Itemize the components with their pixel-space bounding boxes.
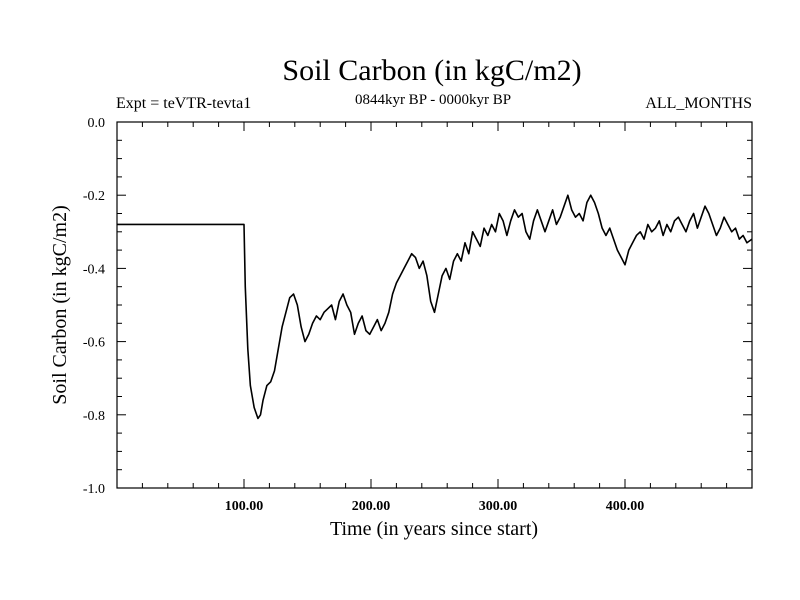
soil-carbon-series-line [117, 194, 753, 420]
x-tick-label: 400.00 [606, 499, 645, 514]
y-tick-label: -1.0 [83, 482, 105, 497]
y-tick-label: -0.4 [83, 262, 105, 277]
months-label: ALL_MONTHS [645, 95, 752, 112]
y-axis-tick-labels: 0.0 -0.2 -0.4 -0.6 -0.8 -1.0 [83, 116, 105, 497]
y-axis-label: Soil Carbon (in kgC/m2) [49, 205, 71, 404]
experiment-label: Expt = teVTR-tevta1 [116, 95, 251, 112]
time-range-label: 0844kyr BP - 0000kyr BP [355, 92, 511, 108]
y-tick-label: -0.2 [83, 189, 105, 204]
x-axis-ticks [141, 122, 728, 488]
x-axis-label: Time (in years since start) [330, 518, 538, 540]
y-tick-label: 0.0 [88, 116, 106, 131]
plot-area-frame [116, 121, 753, 489]
x-tick-label: 300.00 [479, 499, 518, 514]
x-tick-label: 100.00 [225, 499, 264, 514]
y-tick-label: -0.6 [83, 336, 105, 351]
chart-title: Soil Carbon (in kgC/m2) [282, 54, 581, 87]
x-axis-tick-labels: 100.00 200.00 300.00 400.00 [225, 499, 645, 514]
y-axis-ticks [117, 139, 752, 471]
x-tick-label: 200.00 [352, 499, 391, 514]
y-tick-label: -0.8 [83, 409, 105, 424]
